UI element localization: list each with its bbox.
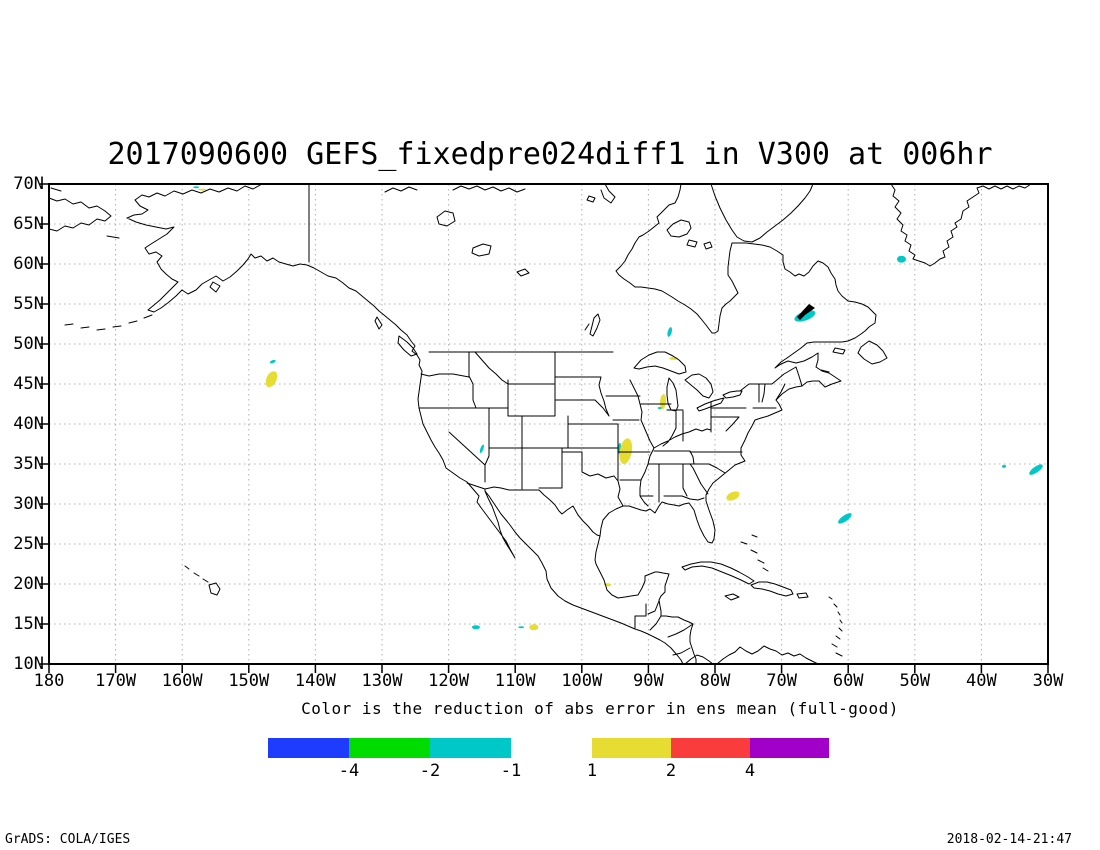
vancouver-haida-kodiak-islands xyxy=(209,281,418,357)
arctic-islands xyxy=(384,183,713,250)
caribbean-islands xyxy=(681,534,843,657)
black-vector-marker xyxy=(797,304,815,320)
shaded-region-cyan xyxy=(1029,464,1043,475)
canada-lakes xyxy=(436,210,601,337)
colorbar-label: -1 xyxy=(500,761,522,781)
south-america-coast xyxy=(684,645,819,665)
colorbar-segment-red xyxy=(671,738,750,758)
shaded-region-yellow xyxy=(619,438,633,465)
colorbar-segment-cyan xyxy=(430,738,511,758)
us-state-borders xyxy=(418,351,786,507)
aleutian-islands xyxy=(64,314,153,331)
central-america-borders xyxy=(634,600,694,656)
lon-axis-label: 110W xyxy=(494,671,536,691)
lon-axis-label: 40W xyxy=(966,671,997,691)
colorbar: -4 -2 -1 1 2 4 xyxy=(0,738,1100,786)
shaded-anomaly-regions-layer xyxy=(193,186,1043,631)
shaded-region-cyan xyxy=(269,359,276,364)
coastline-gulf-atlantic xyxy=(599,385,803,544)
lat-axis-label: 50N xyxy=(13,334,44,354)
colorbar-label: -4 xyxy=(338,761,360,781)
coastline-alaska-pacific-west xyxy=(126,183,684,665)
footer-grads-credit: GrADS: COLA/IGES xyxy=(5,832,131,847)
plot-title: 2017090600 GEFS_fixedpre024diff1 in V300… xyxy=(107,137,993,172)
lon-axis-label: 50W xyxy=(899,671,931,691)
coastline-maritimes-labrador-hudson xyxy=(615,183,877,388)
colorbar-label: 1 xyxy=(586,761,598,781)
shaded-region-yellow xyxy=(726,491,740,501)
lat-axis-label: 30N xyxy=(13,494,44,514)
lat-axis-label: 15N xyxy=(13,614,44,634)
map-canvas xyxy=(40,183,1049,673)
shaded-region-yellow xyxy=(265,371,278,388)
shaded-region-yellow xyxy=(198,188,207,191)
lat-axis-label: 55N xyxy=(13,294,44,314)
footer-timestamp: 2018-02-14-21:47 xyxy=(946,832,1072,847)
lon-axis-label: 30W xyxy=(1032,671,1064,691)
shaded-region-cyan xyxy=(193,186,200,189)
shaded-region-yellow xyxy=(659,394,667,410)
coastline-mexico-east-yucatan xyxy=(594,535,697,665)
lon-axis-label: 70W xyxy=(766,671,797,691)
lon-axis-label: 90W xyxy=(633,671,664,691)
great-lakes xyxy=(633,351,743,412)
lon-axis-label: 60W xyxy=(832,671,864,691)
shaded-region-cyan xyxy=(479,444,484,454)
shaded-region-cyan xyxy=(1002,464,1007,468)
us-mexico-border xyxy=(466,482,601,537)
shaded-region-cyan xyxy=(896,255,906,263)
newfoundland-anticosti-pei xyxy=(820,340,888,373)
lat-axis-label: 70N xyxy=(13,174,44,194)
baffin-island xyxy=(710,183,814,243)
lat-axis-label: 40N xyxy=(13,414,44,434)
lon-axis-label: 150W xyxy=(228,671,270,691)
lat-axis-label: 60N xyxy=(13,254,44,274)
map-frame-border xyxy=(48,183,1049,665)
hawaii-islands xyxy=(184,565,221,596)
lat-axis-label: 20N xyxy=(13,574,44,594)
lon-axis-label: 130W xyxy=(361,671,403,691)
shaded-region-yellow xyxy=(529,624,539,631)
axis-ticks-layer xyxy=(40,183,1049,673)
colorbar-label: 2 xyxy=(665,761,677,781)
shaded-region-cyan xyxy=(667,327,673,337)
lat-axis-label: 65N xyxy=(13,214,44,234)
lon-axis-label: 160W xyxy=(161,671,203,691)
shaded-region-cyan xyxy=(838,513,852,524)
colorbar-segment-purple xyxy=(750,738,829,758)
shaded-region-cyan xyxy=(657,407,662,409)
colorbar-segment-yellow xyxy=(592,738,671,758)
shaded-region-cyan xyxy=(471,625,480,630)
us-canada-border xyxy=(428,351,803,392)
lon-axis-label: 170W xyxy=(95,671,137,691)
colorbar-label: -2 xyxy=(419,761,441,781)
lon-axis-label: 80W xyxy=(699,671,731,691)
shaded-region-cyan xyxy=(518,626,525,629)
lon-axis-label: 100W xyxy=(561,671,603,691)
colorbar-segment-green xyxy=(349,738,430,758)
lon-axis-label: 140W xyxy=(294,671,336,691)
colorbar-segment-blue xyxy=(268,738,349,758)
lat-axis-label: 10N xyxy=(13,654,44,674)
lat-axis-label: 35N xyxy=(13,454,44,474)
greenland-coast xyxy=(890,183,1032,267)
lon-axis-label: 120W xyxy=(428,671,470,691)
lon-axis-label: 180 xyxy=(33,671,65,691)
chukotka-coast xyxy=(48,187,120,239)
colorbar-caption: Color is the reduction of abs error in e… xyxy=(301,699,899,718)
lat-axis-label: 45N xyxy=(13,374,44,394)
coastlines-layer xyxy=(48,183,1032,665)
colorbar-label: 4 xyxy=(744,761,756,781)
gridlines-layer xyxy=(49,184,1048,664)
lat-axis-label: 25N xyxy=(13,534,44,554)
